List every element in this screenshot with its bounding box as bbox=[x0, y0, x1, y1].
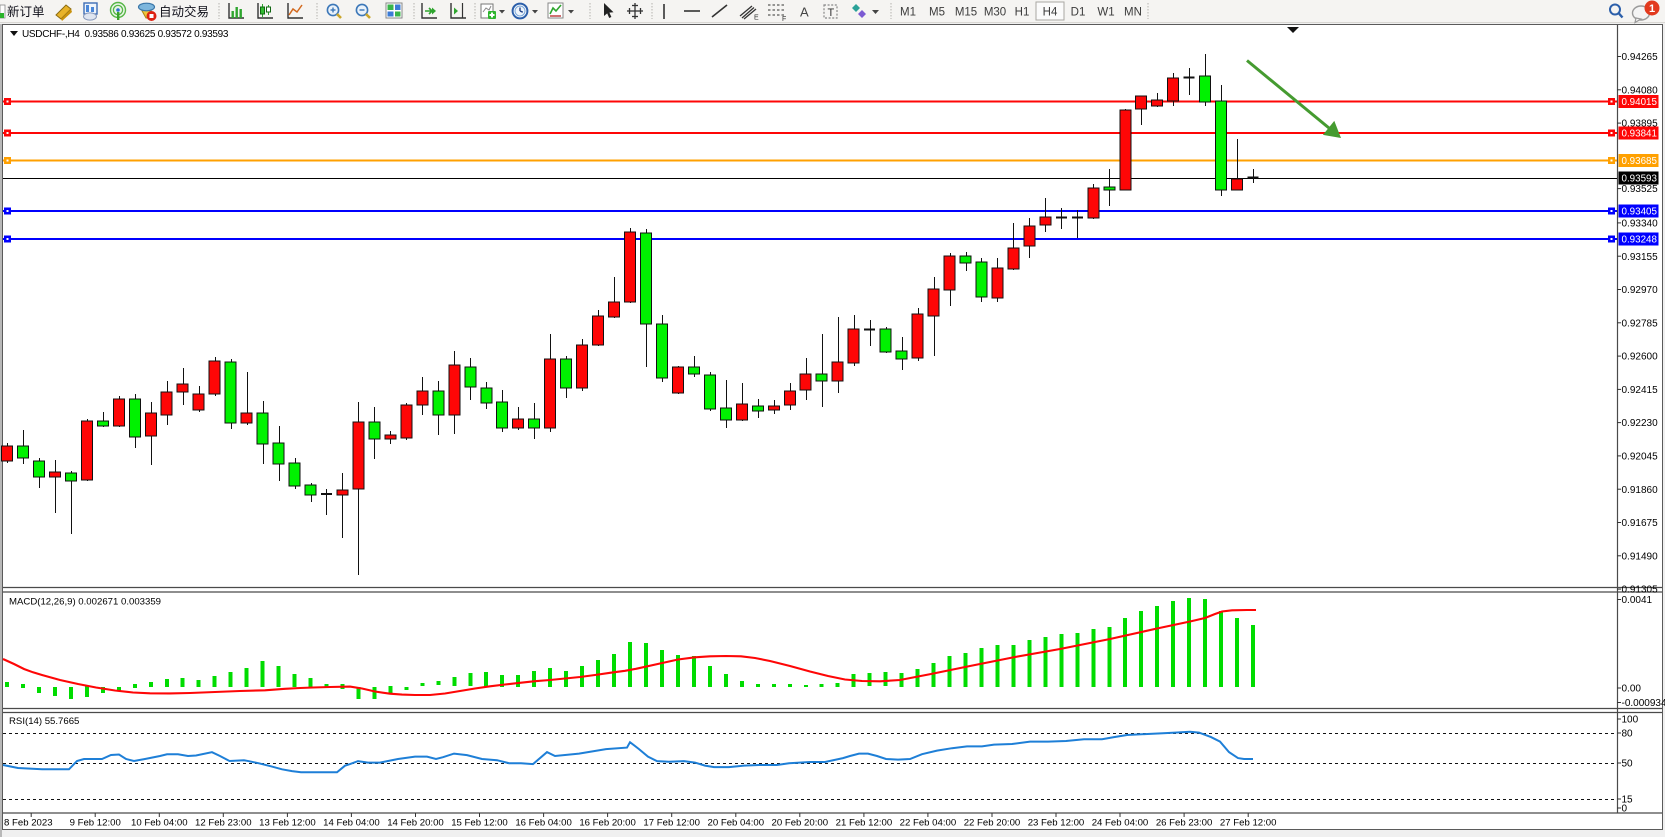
svg-text:0.92600: 0.92600 bbox=[1622, 352, 1659, 363]
svg-text:20 Feb 20:00: 20 Feb 20:00 bbox=[772, 818, 829, 829]
svg-text:100: 100 bbox=[1622, 715, 1639, 726]
svg-text:0.93841: 0.93841 bbox=[1622, 129, 1657, 140]
svg-text:0.93405: 0.93405 bbox=[1622, 207, 1658, 218]
svg-text:22 Feb 20:00: 22 Feb 20:00 bbox=[964, 818, 1021, 829]
svg-text:0.93525: 0.93525 bbox=[1622, 184, 1659, 195]
svg-text:D1: D1 bbox=[1071, 7, 1086, 19]
svg-text:0.93340: 0.93340 bbox=[1622, 219, 1659, 230]
svg-text:20 Feb 04:00: 20 Feb 04:00 bbox=[708, 818, 765, 829]
svg-text:1: 1 bbox=[1649, 3, 1655, 15]
svg-text:0.93685: 0.93685 bbox=[1622, 156, 1658, 167]
svg-text:0.93895: 0.93895 bbox=[1622, 119, 1659, 130]
svg-text:0.93155: 0.93155 bbox=[1622, 252, 1659, 263]
svg-text:0.92970: 0.92970 bbox=[1622, 285, 1659, 296]
svg-text:26 Feb 23:00: 26 Feb 23:00 bbox=[1156, 818, 1213, 829]
svg-text:0.91860: 0.91860 bbox=[1622, 485, 1659, 496]
svg-text:23 Feb 12:00: 23 Feb 12:00 bbox=[1028, 818, 1085, 829]
svg-text:-0.000934: -0.000934 bbox=[1622, 698, 1665, 709]
svg-text:0.0041: 0.0041 bbox=[1622, 595, 1653, 606]
svg-text:0: 0 bbox=[1622, 804, 1628, 815]
svg-text:自动交易: 自动交易 bbox=[159, 4, 209, 19]
svg-text:USDCHF-,H4 0.93586 0.93625 0.: USDCHF-,H4 0.93586 0.93625 0.93572 0.935… bbox=[22, 29, 229, 40]
svg-text:0.91675: 0.91675 bbox=[1622, 518, 1659, 529]
svg-text:14 Feb 20:00: 14 Feb 20:00 bbox=[387, 818, 444, 829]
svg-text:T: T bbox=[828, 7, 835, 19]
svg-text:13 Feb 12:00: 13 Feb 12:00 bbox=[259, 818, 316, 829]
svg-text:12 Feb 23:00: 12 Feb 23:00 bbox=[195, 818, 252, 829]
svg-text:RSI(14) 55.7665: RSI(14) 55.7665 bbox=[9, 716, 79, 727]
svg-text:8 Feb 2023: 8 Feb 2023 bbox=[4, 818, 53, 829]
svg-text:27 Feb 12:00: 27 Feb 12:00 bbox=[1220, 818, 1277, 829]
svg-text:50: 50 bbox=[1622, 759, 1634, 770]
svg-text:M30: M30 bbox=[984, 7, 1006, 19]
svg-text:MN: MN bbox=[1124, 7, 1142, 19]
svg-text:E: E bbox=[754, 15, 759, 22]
svg-text:M15: M15 bbox=[955, 7, 977, 19]
svg-text:新订单: 新订单 bbox=[7, 4, 45, 19]
svg-text:M1: M1 bbox=[900, 7, 916, 19]
svg-text:21 Feb 12:00: 21 Feb 12:00 bbox=[836, 818, 893, 829]
svg-text:0.92230: 0.92230 bbox=[1622, 418, 1659, 429]
svg-text:H1: H1 bbox=[1015, 7, 1030, 19]
svg-text:M5: M5 bbox=[929, 7, 945, 19]
svg-text:H4: H4 bbox=[1043, 7, 1058, 19]
svg-text:16 Feb 04:00: 16 Feb 04:00 bbox=[515, 818, 572, 829]
svg-text:15: 15 bbox=[1622, 795, 1634, 806]
svg-text:W1: W1 bbox=[1097, 7, 1114, 19]
svg-text:24 Feb 04:00: 24 Feb 04:00 bbox=[1092, 818, 1149, 829]
svg-text:9 Feb 12:00: 9 Feb 12:00 bbox=[70, 818, 121, 829]
svg-text:15 Feb 12:00: 15 Feb 12:00 bbox=[451, 818, 508, 829]
svg-text:0.92045: 0.92045 bbox=[1622, 452, 1659, 463]
svg-text:0.00: 0.00 bbox=[1622, 684, 1642, 695]
svg-text:0.94015: 0.94015 bbox=[1622, 97, 1658, 108]
svg-text:10 Feb 04:00: 10 Feb 04:00 bbox=[131, 818, 188, 829]
svg-text:0.94265: 0.94265 bbox=[1622, 52, 1659, 63]
svg-text:0.91490: 0.91490 bbox=[1622, 551, 1659, 562]
svg-text:0.93248: 0.93248 bbox=[1622, 235, 1658, 246]
svg-text:17 Feb 12:00: 17 Feb 12:00 bbox=[643, 818, 700, 829]
svg-text:A: A bbox=[800, 5, 809, 20]
svg-text:80: 80 bbox=[1622, 729, 1634, 740]
svg-text:14 Feb 04:00: 14 Feb 04:00 bbox=[323, 818, 380, 829]
svg-text:0.92785: 0.92785 bbox=[1622, 318, 1659, 329]
svg-text:MACD(12,26,9) 0.002671 0.00335: MACD(12,26,9) 0.002671 0.003359 bbox=[9, 597, 161, 608]
svg-text:0.93593: 0.93593 bbox=[1622, 174, 1658, 185]
svg-text:16 Feb 20:00: 16 Feb 20:00 bbox=[579, 818, 636, 829]
svg-text:0.92415: 0.92415 bbox=[1622, 385, 1659, 396]
svg-text:0.91305: 0.91305 bbox=[1622, 585, 1659, 596]
svg-text:0.94080: 0.94080 bbox=[1622, 85, 1659, 96]
svg-text:F: F bbox=[782, 16, 786, 23]
svg-text:22 Feb 04:00: 22 Feb 04:00 bbox=[900, 818, 957, 829]
